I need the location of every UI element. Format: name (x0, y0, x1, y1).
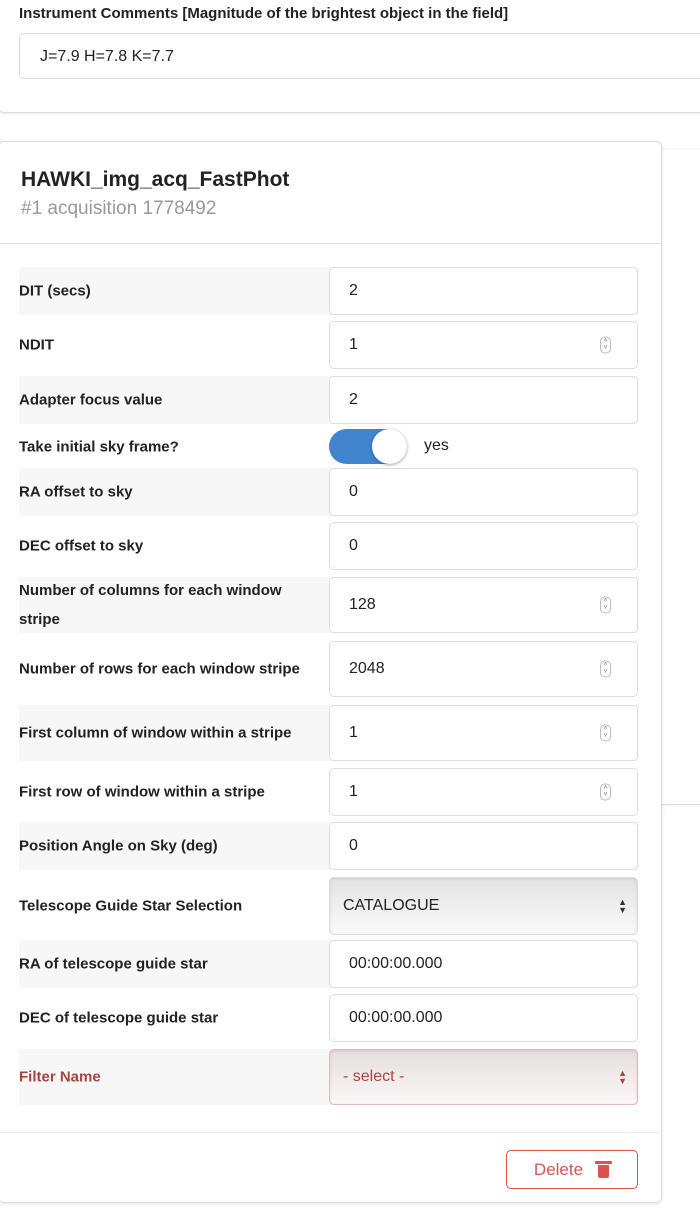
spinner-icon[interactable]: ˄ ˅ (600, 724, 611, 742)
field-value: 0 (349, 483, 358, 500)
input-field[interactable]: 2 (329, 376, 638, 424)
spinner-icon[interactable]: ˄ ˅ (600, 660, 611, 678)
field-value: 1 (349, 724, 358, 741)
input-field[interactable]: 1 ˄ ˅ (329, 768, 638, 816)
field-value: 2 (349, 391, 358, 408)
field-value: 00:00:00.000 (349, 1009, 443, 1026)
footer-divider (0, 1132, 661, 1133)
toggle-value: yes (424, 437, 449, 454)
field-label: Number of columns for each window stripe (19, 582, 282, 628)
field-value: 128 (349, 596, 376, 613)
field-label: RA offset to sky (19, 483, 133, 501)
field-value: - select - (343, 1068, 405, 1085)
input-field[interactable]: 1 ˄ ˅ (329, 705, 638, 761)
field-label: DIT (secs) (19, 282, 91, 300)
form-row: Take initial sky frame? yes (19, 429, 639, 464)
instrument-comments-card: Instrument Comments [Magnitude of the br… (0, 0, 700, 113)
form-row: Number of rows for each window stripe 204… (19, 641, 639, 697)
select-arrows-icon: ▲ ▼ (618, 1068, 627, 1086)
spinner-icon[interactable]: ˄ ˅ (600, 596, 611, 614)
field-label: Take initial sky frame? (19, 438, 179, 455)
input-field[interactable]: 128 ˄ ˅ (329, 577, 638, 633)
delete-label: Delete (533, 1159, 584, 1179)
form-row: Filter Name - select - ▲ ▼ (19, 1049, 639, 1105)
template-subtitle: #1 acquisition 1778492 (21, 198, 217, 219)
input-field[interactable]: 00:00:00.000 (329, 994, 638, 1042)
spinner-icon[interactable]: ˄ ˅ (600, 336, 611, 354)
field-value: CATALOGUE (343, 897, 440, 914)
field-value: 1 (349, 783, 358, 800)
field-label: Number of rows for each window stripe (19, 660, 300, 678)
form-row: RA of telescope guide star 00:00:00.000 (19, 940, 639, 988)
field-value: 2 (349, 282, 358, 299)
field-value: 0 (349, 837, 358, 854)
toggle-knob (372, 429, 407, 464)
header-divider (0, 243, 661, 244)
select-field[interactable]: - select - ▲ ▼ (329, 1049, 638, 1105)
field-label: Filter Name (19, 1068, 101, 1086)
field-label: Position Angle on Sky (deg) (19, 837, 218, 855)
form-row: NDIT 1 ˄ ˅ (19, 321, 639, 369)
form-row: First row of window within a stripe 1 ˄ ˅ (19, 768, 639, 816)
delete-button[interactable]: Delete (506, 1150, 638, 1189)
field-value: 1 (349, 336, 358, 353)
field-value: 2048 (349, 660, 385, 677)
field-label: DEC offset to sky (19, 537, 144, 555)
input-field[interactable]: 0 (329, 522, 638, 570)
toggle-switch[interactable] (329, 429, 407, 464)
form-row: RA offset to sky 0 (19, 468, 639, 516)
field-label: RA of telescope guide star (19, 955, 208, 973)
field-label: Telescope Guide Star Selection (19, 897, 243, 915)
form-row: DEC offset to sky 0 (19, 522, 639, 570)
field-value: 00:00:00.000 (349, 955, 443, 972)
field-label: First row of window within a stripe (19, 783, 265, 801)
form-row: Adapter focus value 2 (19, 376, 639, 424)
instrument-comments-label: Instrument Comments [Magnitude of the br… (19, 5, 509, 22)
field-value: 0 (349, 537, 358, 554)
trash-icon (595, 1161, 613, 1178)
template-title: HAWKI_img_acq_FastPhot (21, 168, 290, 191)
instrument-comments-input[interactable]: J=7.9 H=7.8 K=7.7 (19, 33, 700, 79)
form-row: Position Angle on Sky (deg) 0 (19, 822, 639, 870)
input-field[interactable]: 0 (329, 468, 638, 516)
input-field[interactable]: 00:00:00.000 (329, 940, 638, 988)
select-arrows-icon: ▲ ▼ (618, 897, 627, 915)
field-label: DEC of telescope guide star (19, 1009, 219, 1027)
field-label: First column of window within a stripe (19, 724, 292, 742)
field-label: NDIT (19, 336, 54, 354)
input-field[interactable]: 2048 ˄ ˅ (329, 641, 638, 697)
form-row: Telescope Guide Star Selection CATALOGUE ▲… (19, 877, 639, 935)
spinner-icon[interactable]: ˄ ˅ (600, 783, 611, 801)
form-row: First column of window within a stripe 1 ˄… (19, 705, 639, 761)
form-row: DIT (secs) 2 (19, 267, 639, 315)
input-field[interactable]: 2 (329, 267, 638, 315)
form-row: DEC of telescope guide star 00:00:00.000 (19, 994, 639, 1042)
input-field[interactable]: 1 ˄ ˅ (329, 321, 638, 369)
field-label: Adapter focus value (19, 391, 163, 409)
input-field[interactable]: 0 (329, 822, 638, 870)
template-card: HAWKI_img_acq_FastPhot #1 acquisition 17… (0, 141, 662, 1203)
select-field[interactable]: CATALOGUE ▲ ▼ (329, 877, 638, 935)
form-row: Number of columns for each window stripe… (19, 577, 639, 633)
